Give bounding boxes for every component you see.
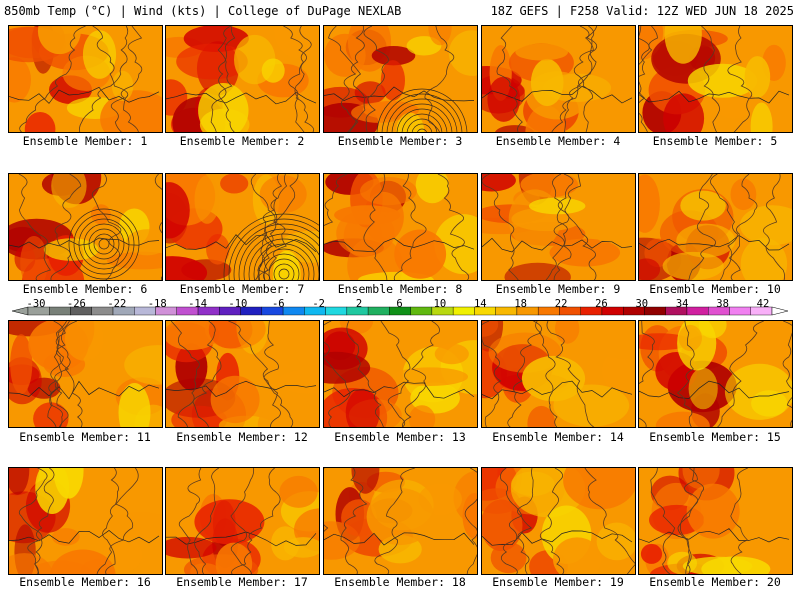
ensemble-member-label: Ensemble Member: 14 bbox=[492, 430, 624, 444]
ensemble-member-label: Ensemble Member: 7 bbox=[179, 282, 305, 296]
ensemble-member-label: Ensemble Member: 2 bbox=[179, 134, 305, 148]
ensemble-member-label: Ensemble Member: 6 bbox=[22, 282, 148, 296]
colorbar-swatch bbox=[729, 306, 751, 316]
colorbar-swatch bbox=[686, 306, 709, 316]
ensemble-member-label: Ensemble Member: 10 bbox=[649, 282, 781, 296]
colorbar-swatch bbox=[452, 306, 475, 316]
ensemble-member-label: Ensemble Member: 17 bbox=[176, 575, 308, 589]
ensemble-member-map bbox=[8, 25, 163, 133]
ensemble-member-label: Ensemble Member: 5 bbox=[652, 134, 778, 148]
ensemble-member-label: Ensemble Member: 13 bbox=[334, 430, 466, 444]
ensemble-member-label: Ensemble Member: 12 bbox=[176, 430, 308, 444]
ensemble-member-map bbox=[165, 467, 320, 575]
ensemble-member-map bbox=[8, 173, 163, 281]
colorbar-tick-label: -2 bbox=[312, 298, 326, 310]
ensemble-member-map bbox=[638, 25, 793, 133]
ensemble-member-label: Ensemble Member: 16 bbox=[19, 575, 151, 589]
ensemble-member-map bbox=[481, 467, 636, 575]
colorbar-tick-label: -30 bbox=[26, 298, 46, 310]
ensemble-member-label: Ensemble Member: 19 bbox=[492, 575, 624, 589]
ensemble-member-map bbox=[638, 320, 793, 428]
ensemble-member-label: Ensemble Member: 8 bbox=[337, 282, 463, 296]
colorbar-swatch bbox=[410, 306, 433, 316]
colorbar-tick-label: 18 bbox=[514, 298, 528, 310]
ensemble-member-map bbox=[165, 25, 320, 133]
colorbar-tick-label: 22 bbox=[554, 298, 568, 310]
colorbar-tick-label: 34 bbox=[675, 298, 689, 310]
model-run-info: 18Z GEFS | F258 Valid: 12Z WED JUN 18 20… bbox=[490, 4, 794, 18]
colorbar-tick-label: 2 bbox=[355, 298, 363, 310]
colorbar-tick-label: 14 bbox=[473, 298, 487, 310]
colorbar bbox=[11, 306, 789, 316]
ensemble-member-map bbox=[323, 25, 478, 133]
colorbar-swatch bbox=[282, 306, 305, 316]
colorbar-tick-label: 42 bbox=[756, 298, 770, 310]
ensemble-member-map bbox=[8, 467, 163, 575]
ensemble-member-map bbox=[638, 173, 793, 281]
ensemble-member-label: Ensemble Member: 1 bbox=[22, 134, 148, 148]
ensemble-member-label: Ensemble Member: 11 bbox=[19, 430, 151, 444]
colorbar-tick-label: 10 bbox=[433, 298, 447, 310]
ensemble-member-label: Ensemble Member: 4 bbox=[495, 134, 621, 148]
colorbar-tick-label: -14 bbox=[188, 298, 208, 310]
colorbar-tick-label: 30 bbox=[635, 298, 649, 310]
ensemble-member-map bbox=[323, 173, 478, 281]
colorbar-tick-label: 26 bbox=[595, 298, 608, 310]
colorbar-tick-label: -26 bbox=[66, 298, 86, 310]
ensemble-member-map bbox=[481, 25, 636, 133]
ensemble-member-map bbox=[323, 467, 478, 575]
colorbar-tick-label: 38 bbox=[716, 298, 729, 310]
ensemble-member-map bbox=[165, 173, 320, 281]
colorbar-tick-label: -6 bbox=[271, 298, 285, 310]
ensemble-member-label: Ensemble Member: 15 bbox=[649, 430, 781, 444]
ensemble-member-map bbox=[165, 320, 320, 428]
map-title: 850mb Temp (°C) | Wind (kts) | College o… bbox=[4, 4, 402, 18]
colorbar-tick-label: 6 bbox=[396, 298, 403, 310]
colorbar-tick-label: -10 bbox=[228, 298, 248, 310]
colorbar-right-arrow bbox=[771, 306, 789, 316]
ensemble-member-map bbox=[323, 320, 478, 428]
colorbar-swatch bbox=[367, 306, 390, 316]
colorbar-tick-label: -18 bbox=[147, 298, 167, 310]
ensemble-member-map bbox=[481, 320, 636, 428]
ensemble-member-map bbox=[638, 467, 793, 575]
colorbar-swatch bbox=[325, 306, 348, 316]
colorbar-tick-label: -22 bbox=[107, 298, 127, 310]
ensemble-member-label: Ensemble Member: 3 bbox=[337, 134, 463, 148]
ensemble-member-label: Ensemble Member: 9 bbox=[495, 282, 621, 296]
ensemble-member-label: Ensemble Member: 18 bbox=[334, 575, 466, 589]
ensemble-member-label: Ensemble Member: 20 bbox=[649, 575, 781, 589]
ensemble-member-map bbox=[481, 173, 636, 281]
ensemble-member-map bbox=[8, 320, 163, 428]
